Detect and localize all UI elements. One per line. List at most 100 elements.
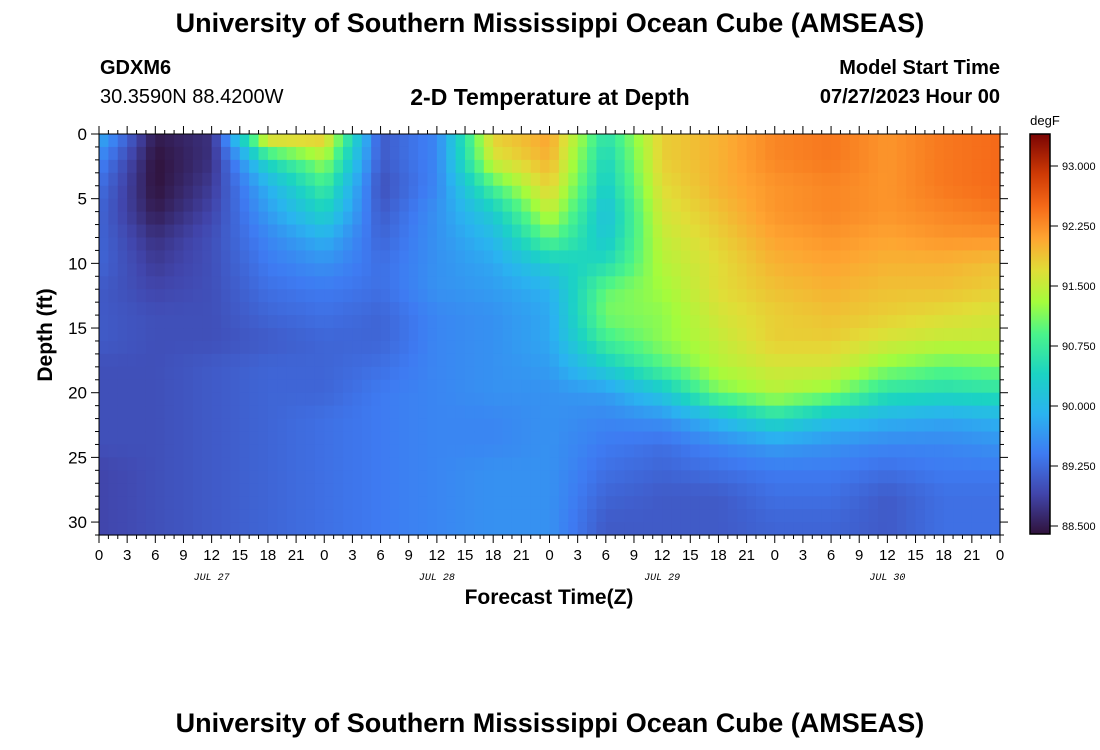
heatmap-cell [821,522,832,536]
heatmap-cell [699,211,710,226]
heatmap-cell [136,366,147,381]
heatmap-cell [333,470,344,484]
heatmap-cell [746,340,757,355]
heatmap-cell [868,276,879,290]
heatmap-cell [587,315,598,329]
heatmap-cell [202,328,213,342]
heatmap-cell [258,198,269,213]
heatmap-cell [530,302,541,316]
heatmap-cell [465,276,476,290]
heatmap-cell [906,224,917,239]
heatmap-cell [596,198,607,213]
heatmap-cell [934,224,945,239]
heatmap-cell [258,211,269,226]
x-tick-label: 9 [405,547,413,564]
heatmap-cell [624,250,635,264]
heatmap-cell [831,172,842,187]
heatmap-cell [680,340,691,355]
heatmap-cell [399,146,410,161]
heatmap-cell [737,405,748,420]
heatmap-cell [831,340,842,355]
heatmap-cell [671,276,682,290]
heatmap-cell [530,418,541,433]
colorbar-tick-label: 88.500 [1062,521,1096,533]
heatmap-cell [962,328,973,342]
heatmap-cell [990,185,1001,200]
heatmap-cell [699,483,710,497]
heatmap-cell [230,418,241,433]
heatmap-cell [709,522,720,536]
heatmap-cell [380,483,391,497]
heatmap-cell [389,418,400,433]
heatmap-cell [521,353,532,368]
heatmap-cell [540,366,551,381]
heatmap-cell [587,276,598,290]
heatmap-cell [249,457,260,471]
heatmap-cell [324,134,335,148]
heatmap-cell [643,146,654,161]
heatmap-cell [155,276,166,290]
heatmap-cell [615,185,626,200]
heatmap-cell [192,185,203,200]
heatmap-cell [633,328,644,342]
heatmap-cell [136,198,147,213]
heatmap-cell [802,470,813,484]
heatmap-cell [211,444,222,458]
heatmap-cell [774,470,785,484]
heatmap-cell [343,483,354,497]
heatmap-cell [108,276,119,290]
heatmap-cell [277,198,288,213]
heatmap-cell [540,224,551,239]
heatmap-cell [502,457,513,471]
heatmap-cell [155,418,166,433]
heatmap-cell [343,405,354,420]
heatmap-cell [868,224,879,239]
heatmap-cell [896,457,907,471]
heatmap-cell [831,431,842,446]
heatmap-cell [511,276,522,290]
heatmap-cell [530,483,541,497]
heatmap-cell [305,276,316,290]
heatmap-cell [474,328,485,342]
heatmap-cell [971,405,982,420]
heatmap-cell [249,392,260,407]
heatmap-cell [221,315,231,329]
heatmap-cell [145,289,156,303]
heatmap-cell [831,444,842,458]
heatmap-cell [174,302,185,316]
heatmap-cell [174,159,185,174]
heatmap-cell [127,198,138,213]
heatmap-cell [868,134,879,148]
heatmap-cell [446,392,457,407]
heatmap-cell [971,146,982,161]
y-tick-label: 25 [68,448,87,467]
heatmap-cell [127,250,138,264]
heatmap-cell [821,159,832,174]
heatmap-cell [727,276,738,290]
heatmap-cell [418,353,429,368]
heatmap-cell [530,328,541,342]
heatmap-cell [868,263,879,277]
heatmap-cell [934,328,945,342]
heatmap-cell [746,134,757,148]
heatmap-cell [267,302,278,316]
heatmap-cell [155,509,166,523]
heatmap-cell [821,418,832,433]
heatmap-cell [981,250,992,264]
heatmap-cell [436,328,447,342]
heatmap-cell [174,522,185,536]
heatmap-cell [812,340,823,355]
heatmap-cell [633,134,644,148]
heatmap-cell [577,263,588,277]
heatmap-cell [633,276,644,290]
x-tick-label: 9 [179,547,187,564]
heatmap-cell [680,315,691,329]
heatmap-cell [361,496,372,510]
heatmap-cell [258,315,269,329]
heatmap-cell [605,237,616,252]
heatmap-cell [915,470,926,484]
heatmap-cell [521,405,532,420]
heatmap-cell [971,276,982,290]
heatmap-cell [408,198,419,213]
heatmap-cell [249,263,260,277]
